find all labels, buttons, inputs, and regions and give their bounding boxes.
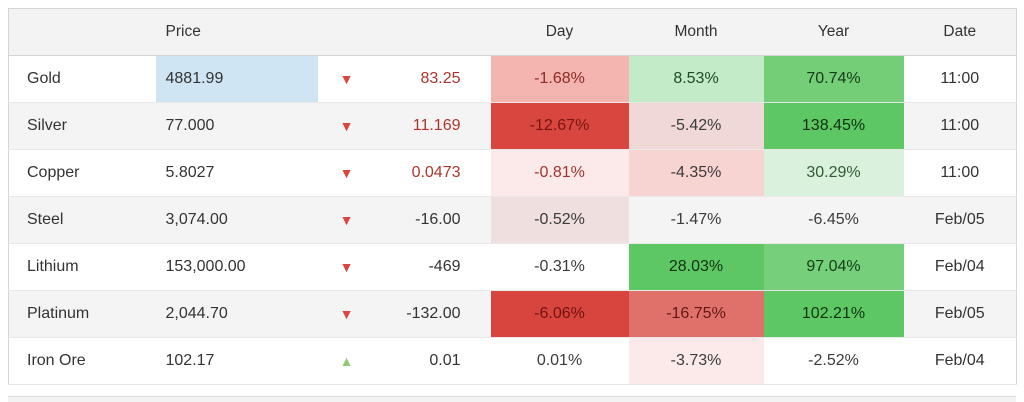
year-change-cell: 70.74% (763, 55, 904, 103)
commodity-row: Steel 3,074.00 ▼ -16.00 -0.52% -1.47% -6… (8, 196, 1017, 244)
commodity-name-link[interactable]: Lithium (8, 243, 156, 291)
day-change-cell: -0.81% (490, 149, 629, 197)
price-value: 153,000.00 (155, 243, 318, 291)
price-value: 2,044.70 (155, 290, 318, 338)
date-cell: Feb/04 (903, 243, 1017, 291)
commodity-row: Gold 4881.99 ▼ 83.25 -1.68% 8.53% 70.74%… (8, 55, 1017, 103)
day-change-cell: 0.01% (490, 337, 629, 385)
month-change-cell: 28.03% (628, 243, 764, 291)
day-change-cell: -6.06% (490, 290, 629, 338)
triangle-up-icon: ▲ (317, 337, 376, 385)
date-cell: Feb/04 (903, 337, 1017, 385)
year-change-cell: -2.52% (763, 337, 904, 385)
day-change-cell: -12.67% (490, 102, 629, 150)
price-value: 3,074.00 (155, 196, 318, 244)
commodity-name-link[interactable]: Silver (8, 102, 156, 150)
change-value: 0.01 (375, 337, 491, 385)
month-change-cell: -16.75% (628, 290, 764, 338)
change-value: -469 (375, 243, 491, 291)
commodity-row: Copper 5.8027 ▼ 0.0473 -0.81% -4.35% 30.… (8, 149, 1017, 197)
month-change-cell: -3.73% (628, 337, 764, 385)
triangle-down-icon: ▼ (317, 196, 376, 244)
next-section-edge (8, 396, 1016, 402)
triangle-down-icon: ▼ (317, 243, 376, 291)
date-cell: 11:00 (903, 149, 1017, 197)
column-header-arrow (317, 8, 376, 56)
commodity-name-link[interactable]: Gold (8, 55, 156, 103)
commodity-name-link[interactable]: Platinum (8, 290, 156, 338)
month-change-cell: 8.53% (628, 55, 764, 103)
triangle-down-icon: ▼ (317, 290, 376, 338)
column-header-price: Price (155, 8, 318, 56)
commodity-row: Platinum 2,044.70 ▼ -132.00 -6.06% -16.7… (8, 290, 1017, 338)
month-change-cell: -1.47% (628, 196, 764, 244)
month-change-cell: -5.42% (628, 102, 764, 150)
commodity-row: Lithium 153,000.00 ▼ -469 -0.31% 28.03% … (8, 243, 1017, 291)
price-value: 4881.99 (155, 55, 318, 103)
year-change-cell: 138.45% (763, 102, 904, 150)
column-header-year: Year (763, 8, 904, 56)
year-change-cell: -6.45% (763, 196, 904, 244)
column-header-day: Day (490, 8, 629, 56)
triangle-down-icon: ▼ (317, 55, 376, 103)
date-cell: Feb/05 (903, 290, 1017, 338)
column-header-change (375, 8, 491, 56)
day-change-cell: -0.31% (490, 243, 629, 291)
column-header-month: Month (628, 8, 764, 56)
year-change-cell: 102.21% (763, 290, 904, 338)
month-change-cell: -4.35% (628, 149, 764, 197)
change-value: 83.25 (375, 55, 491, 103)
header-row: Price Day Month Year Date (8, 8, 1017, 56)
commodity-name-link[interactable]: Copper (8, 149, 156, 197)
commodity-name-link[interactable]: Steel (8, 196, 156, 244)
change-value: 0.0473 (375, 149, 491, 197)
day-change-cell: -1.68% (490, 55, 629, 103)
column-header-name (8, 8, 156, 56)
day-change-cell: -0.52% (490, 196, 629, 244)
price-value: 77.000 (155, 102, 318, 150)
commodity-row: Iron Ore 102.17 ▲ 0.01 0.01% -3.73% -2.5… (8, 337, 1017, 385)
change-value: 11.169 (375, 102, 491, 150)
date-cell: 11:00 (903, 55, 1017, 103)
commodity-row: Silver 77.000 ▼ 11.169 -12.67% -5.42% 13… (8, 102, 1017, 150)
triangle-down-icon: ▼ (317, 149, 376, 197)
year-change-cell: 97.04% (763, 243, 904, 291)
commodities-table-container: Price Day Month Year Date Gold 4881.99 ▼… (8, 8, 1017, 385)
commodities-price-table: Price Day Month Year Date Gold 4881.99 ▼… (8, 8, 1017, 385)
change-value: -132.00 (375, 290, 491, 338)
triangle-down-icon: ▼ (317, 102, 376, 150)
change-value: -16.00 (375, 196, 491, 244)
commodity-name-link[interactable]: Iron Ore (8, 337, 156, 385)
price-value: 102.17 (155, 337, 318, 385)
date-cell: Feb/05 (903, 196, 1017, 244)
date-cell: 11:00 (903, 102, 1017, 150)
price-value: 5.8027 (155, 149, 318, 197)
column-header-date: Date (903, 8, 1017, 56)
year-change-cell: 30.29% (763, 149, 904, 197)
